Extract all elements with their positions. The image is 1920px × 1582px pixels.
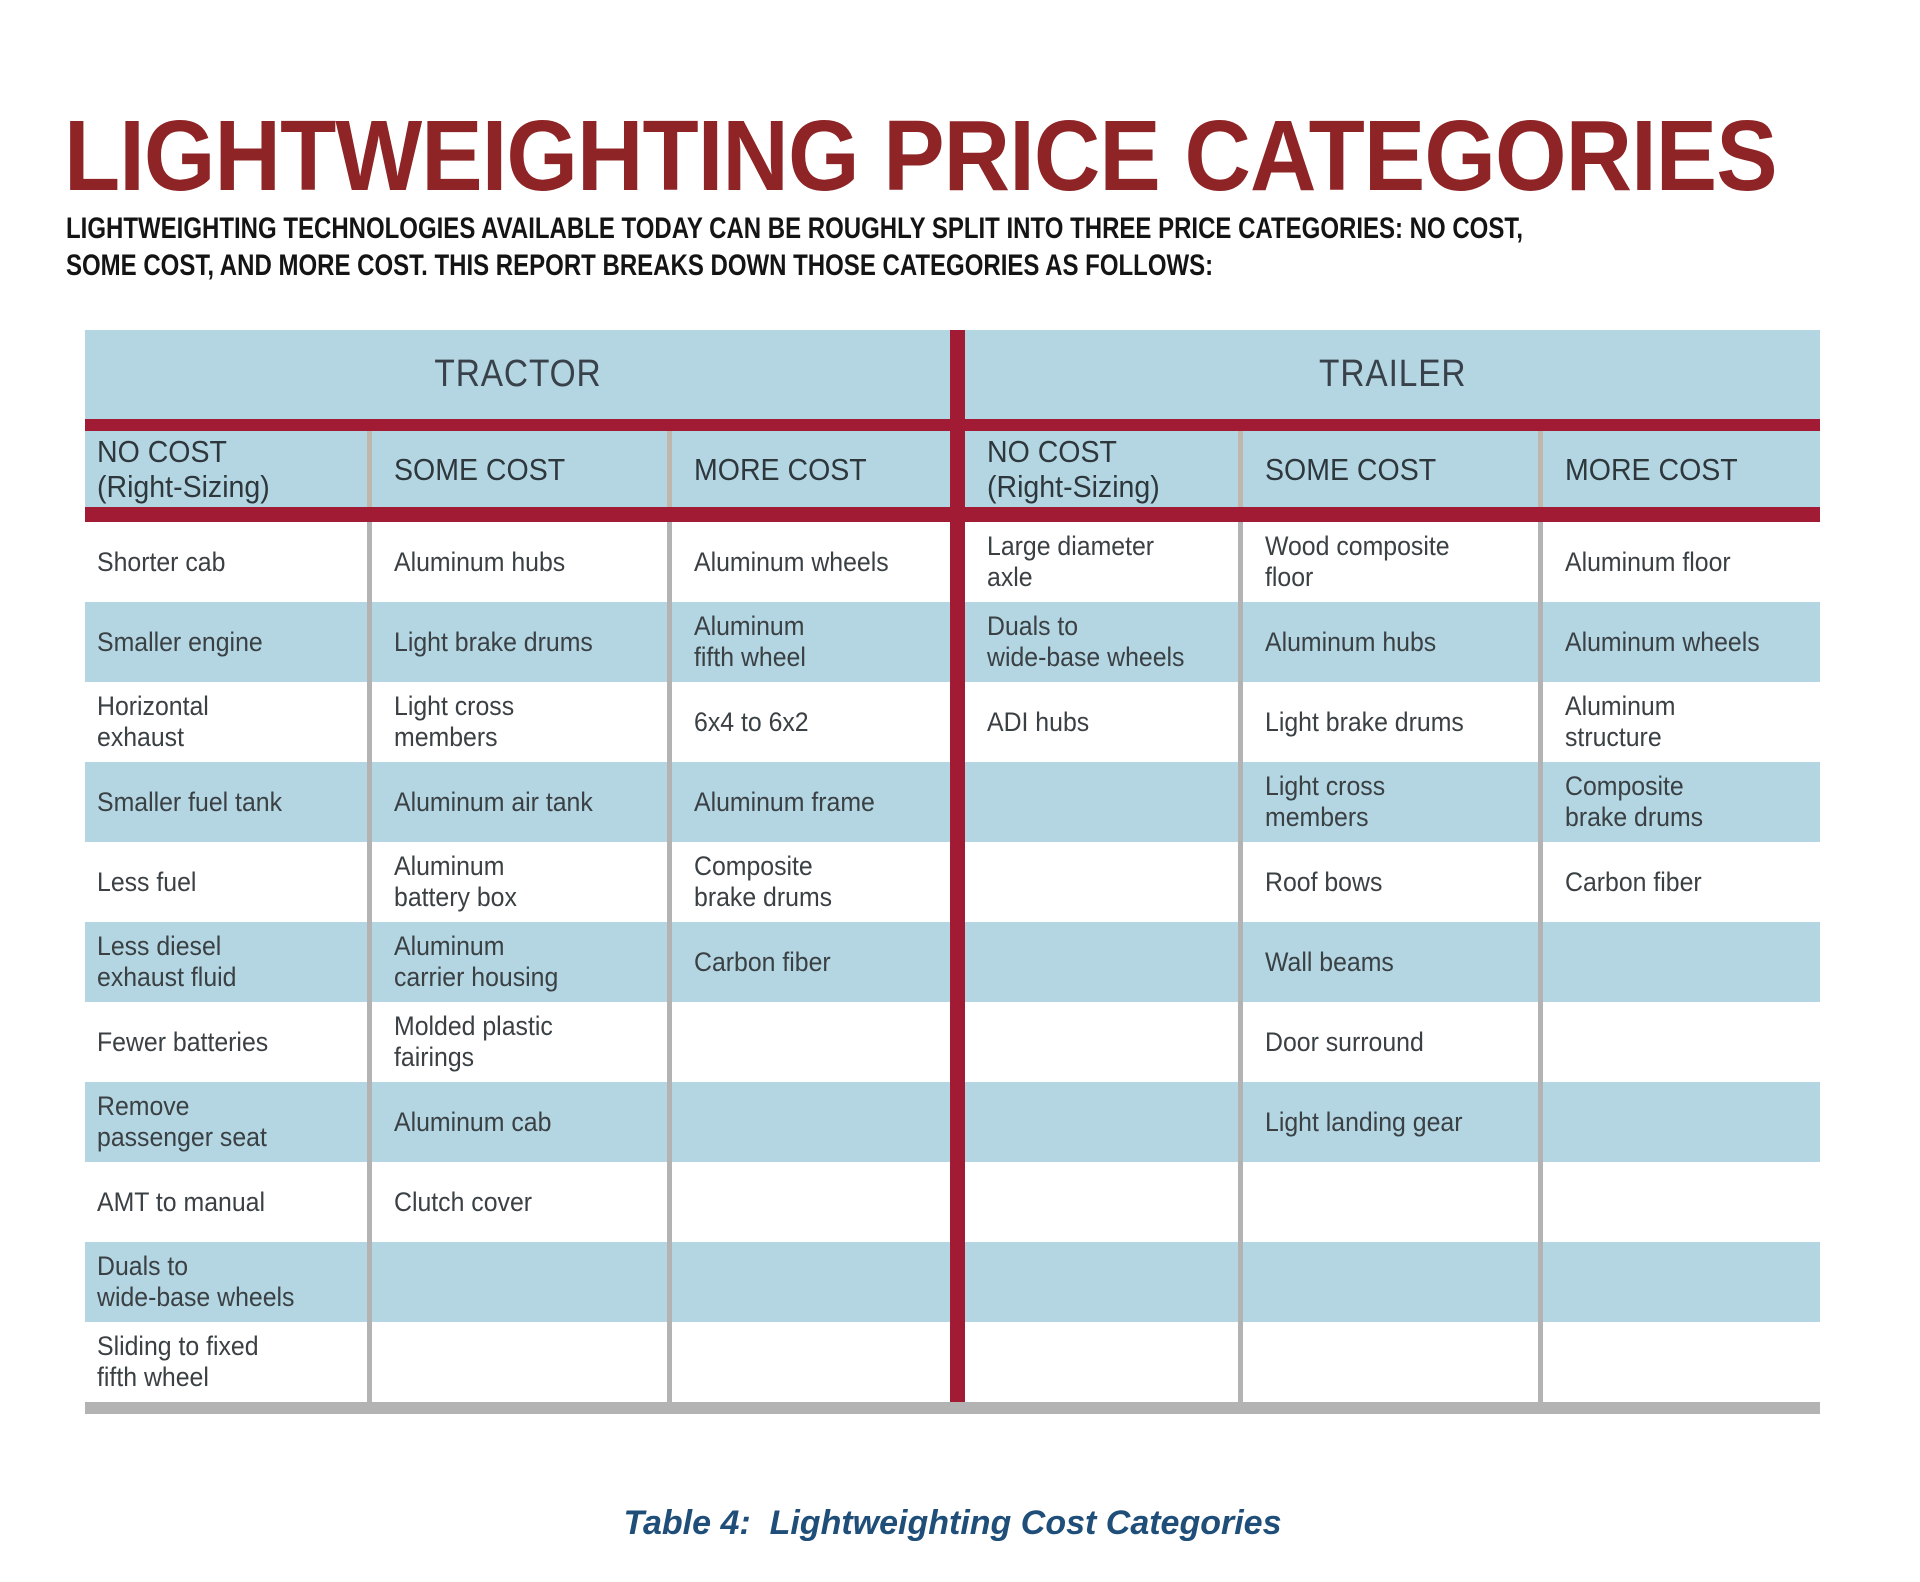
section-divider (950, 1242, 965, 1322)
table-cell (1543, 1322, 1820, 1402)
table-cell (1543, 1082, 1820, 1162)
table-cell: 6x4 to 6x2 (672, 682, 950, 762)
section-divider (950, 431, 965, 507)
table-cell (1243, 1322, 1543, 1402)
table-cell (1243, 1242, 1543, 1322)
header-rule-top (85, 419, 1820, 431)
table-cell (965, 1162, 1243, 1242)
table-cell (965, 842, 1243, 922)
section-divider (950, 682, 965, 762)
section-label: TRAILER (1318, 353, 1467, 395)
table-cell: Light brake drums (1243, 682, 1543, 762)
table-cell (672, 1082, 950, 1162)
table-cell: Remove passenger seat (85, 1082, 372, 1162)
table-cell: Less fuel (85, 842, 372, 922)
table-cell (372, 1242, 672, 1322)
column-header: SOME COST (1243, 431, 1543, 507)
section-divider (950, 1002, 965, 1082)
table-cell (1543, 1002, 1820, 1082)
table-cell: Light landing gear (1243, 1082, 1543, 1162)
cost-table: TRACTOR TRAILER NO COST (Right-Sizing) S… (85, 330, 1820, 1414)
section-divider (950, 842, 965, 922)
table-cell: Wall beams (1243, 922, 1543, 1002)
table-caption: Table 4: Lightweighting Cost Categories (623, 1504, 1282, 1542)
table-cell: Light cross members (1243, 762, 1543, 842)
table-cell (965, 922, 1243, 1002)
table-cell: Horizontal exhaust (85, 682, 372, 762)
table-cell: Composite brake drums (1543, 762, 1820, 842)
table-cell: Molded plastic fairings (372, 1002, 672, 1082)
table-cell: Aluminum hubs (1243, 602, 1543, 682)
table-cell: Aluminum floor (1543, 522, 1820, 602)
section-divider (950, 1162, 965, 1242)
header-rule-bottom (85, 507, 1820, 522)
column-header: NO COST (Right-Sizing) (965, 431, 1243, 507)
table-cell: Less diesel exhaust fluid (85, 922, 372, 1002)
page-subtitle: LIGHTWEIGHTING TECHNOLOGIES AVAILABLE TO… (66, 212, 1524, 282)
table-cell: Aluminum fifth wheel (672, 602, 950, 682)
table-cell: Aluminum air tank (372, 762, 672, 842)
table-bottom-border (85, 1402, 1820, 1414)
table-cell: Aluminum hubs (372, 522, 672, 602)
section-header-trailer: TRAILER (965, 330, 1820, 419)
table-cell: Smaller fuel tank (85, 762, 372, 842)
table-cell: Aluminum carrier housing (372, 922, 672, 1002)
table-cell (965, 1322, 1243, 1402)
table-cell: Roof bows (1243, 842, 1543, 922)
table-cell (965, 1002, 1243, 1082)
table-cell: Clutch cover (372, 1162, 672, 1242)
section-divider (950, 762, 965, 842)
table-cell: Sliding to fixed fifth wheel (85, 1322, 372, 1402)
table-cell: Carbon fiber (1543, 842, 1820, 922)
table-cell: Light cross members (372, 682, 672, 762)
table-cell: Smaller engine (85, 602, 372, 682)
table-cell (1243, 1162, 1543, 1242)
table-cell (1543, 1242, 1820, 1322)
table-cell: Wood composite floor (1243, 522, 1543, 602)
table-cell: Aluminum wheels (672, 522, 950, 602)
table-cell: Fewer batteries (85, 1002, 372, 1082)
table-cell: Light brake drums (372, 602, 672, 682)
column-header: MORE COST (672, 431, 950, 507)
table-cell: Aluminum cab (372, 1082, 672, 1162)
table-cell: Large diameter axle (965, 522, 1243, 602)
table-cell: Duals to wide-base wheels (85, 1242, 372, 1322)
table-cell: Aluminum structure (1543, 682, 1820, 762)
section-divider (950, 1322, 965, 1402)
table-cell: AMT to manual (85, 1162, 372, 1242)
column-header: NO COST (Right-Sizing) (85, 431, 372, 507)
section-divider (950, 922, 965, 1002)
section-divider (950, 522, 965, 602)
table-cell: Composite brake drums (672, 842, 950, 922)
page-title: LIGHTWEIGHTING PRICE CATEGORIES (64, 100, 1778, 212)
table-cell: Carbon fiber (672, 922, 950, 1002)
column-header: MORE COST (1543, 431, 1820, 507)
section-label: TRACTOR (433, 353, 602, 395)
table-cell (965, 1082, 1243, 1162)
table-cell: Aluminum wheels (1543, 602, 1820, 682)
table-cell: ADI hubs (965, 682, 1243, 762)
table-cell: Aluminum battery box (372, 842, 672, 922)
table-cell: Shorter cab (85, 522, 372, 602)
table-cell (672, 1322, 950, 1402)
section-header-tractor: TRACTOR (85, 330, 950, 419)
section-divider (950, 602, 965, 682)
table-cell (372, 1322, 672, 1402)
table-cell: Duals to wide-base wheels (965, 602, 1243, 682)
table-cell (672, 1002, 950, 1082)
table-cell: Aluminum frame (672, 762, 950, 842)
table-cell (965, 1242, 1243, 1322)
section-divider (950, 1082, 965, 1162)
table-cell (965, 762, 1243, 842)
table-cell (1543, 1162, 1820, 1242)
column-header: SOME COST (372, 431, 672, 507)
table-cell (672, 1162, 950, 1242)
table-cell: Door surround (1243, 1002, 1543, 1082)
table-cell (1543, 922, 1820, 1002)
section-divider (950, 330, 965, 419)
table-cell (672, 1242, 950, 1322)
